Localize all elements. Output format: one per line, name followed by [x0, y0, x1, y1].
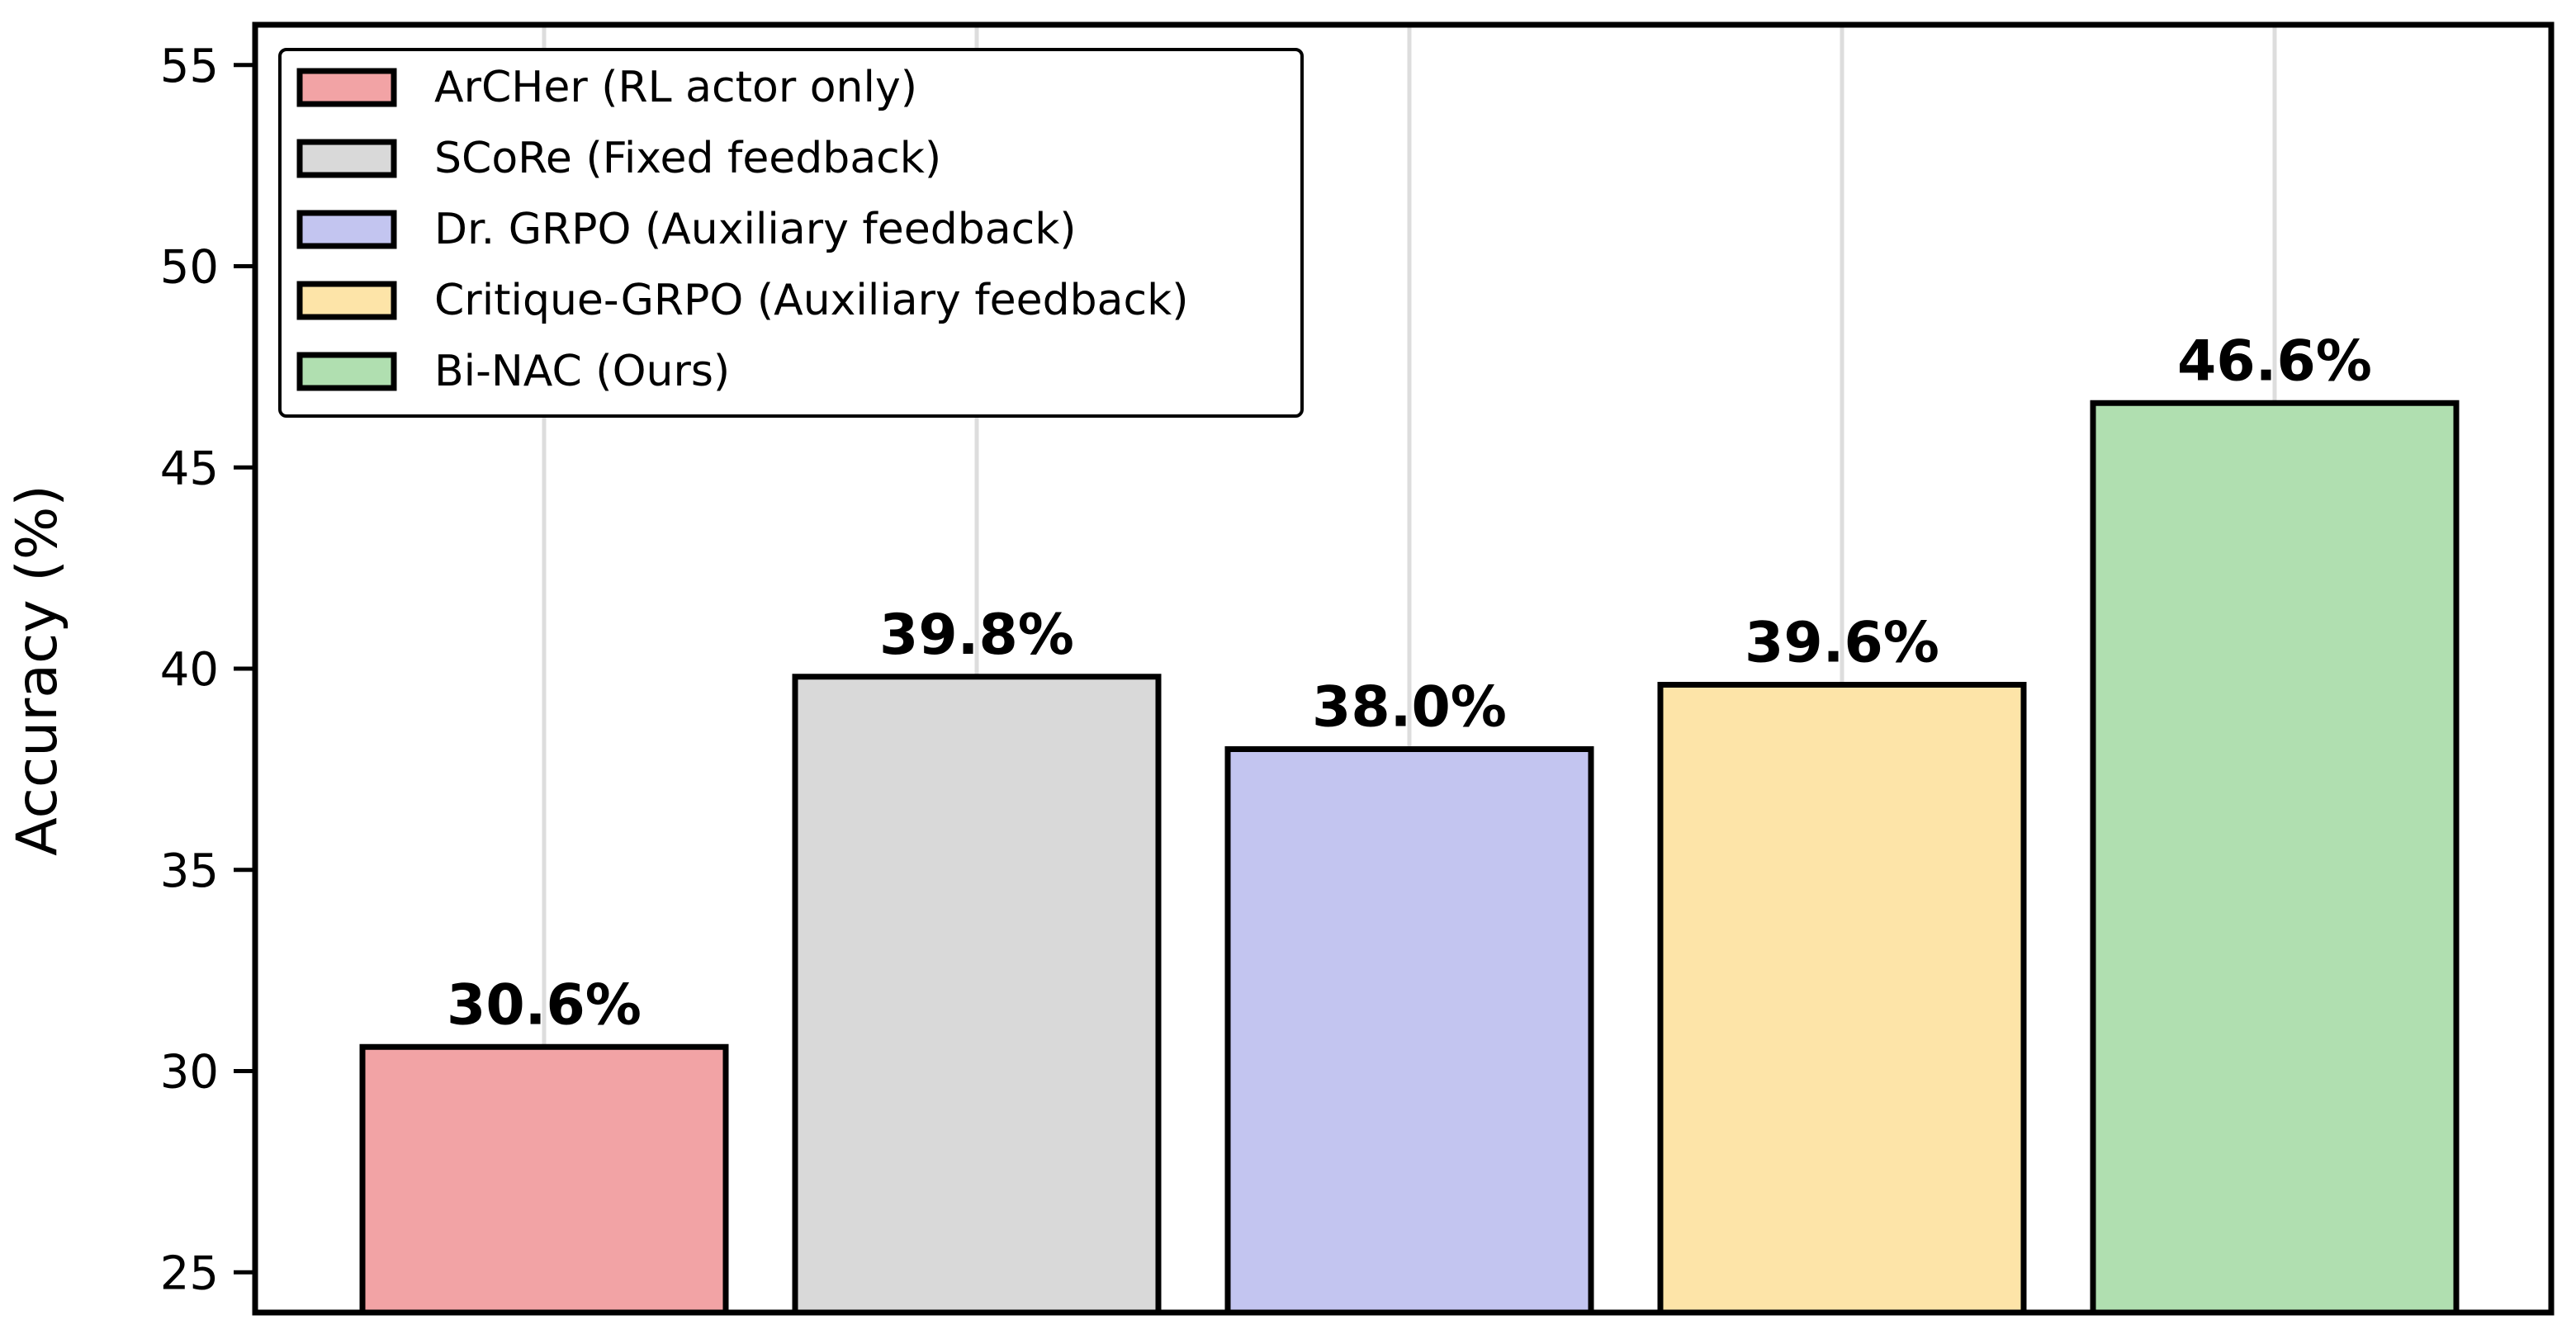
y-tick-label-35: 35: [160, 844, 219, 898]
legend-label-3: Dr. GRPO (Auxiliary feedback): [434, 205, 1077, 254]
y-tick-label-55: 55: [160, 40, 219, 93]
legend-swatch-5: [296, 352, 397, 391]
plot-border: [252, 21, 2555, 1316]
bar-4: [1657, 682, 2027, 1316]
bar-value-label-4: 39.6%: [1745, 611, 1939, 676]
legend-label-1: ArCHer (RL actor only): [434, 63, 917, 112]
y-axis-label: Accuracy (%): [5, 485, 70, 856]
bar-1: [359, 1043, 729, 1316]
bar-5: [2090, 400, 2460, 1316]
plot-frame: [252, 21, 2555, 1316]
legend-swatch-3: [296, 210, 397, 249]
y-tick-label-50: 50: [160, 241, 219, 295]
legend-swatch-1: [296, 68, 397, 107]
legend-box: [278, 48, 1304, 418]
y-tick-label-30: 30: [160, 1046, 219, 1100]
bar-value-label-2: 39.8%: [879, 603, 1074, 668]
legend-swatch-2: [296, 139, 397, 178]
y-tick-label-25: 25: [160, 1246, 219, 1300]
legend-label-5: Bi-NAC (Ours): [434, 347, 730, 396]
legend-label-4: Critique-GRPO (Auxiliary feedback): [434, 276, 1188, 325]
bars: [359, 400, 2460, 1316]
y-tick-label-45: 45: [160, 442, 219, 495]
bar-3: [1224, 746, 1594, 1316]
bar-value-label-5: 46.6%: [2177, 329, 2372, 394]
y-axis: 25 30 35 40 45 50 55: [160, 40, 255, 1300]
y-tick-label-40: 40: [160, 643, 219, 697]
bar-value-label-3: 38.0%: [1312, 675, 1507, 740]
legend-swatch-4: [296, 281, 397, 320]
legend: ArCHer (RL actor only) SCoRe (Fixed feedb…: [278, 48, 1304, 418]
legend-label-2: SCoRe (Fixed feedback): [434, 134, 941, 183]
bar-value-label-1: 30.6%: [447, 972, 642, 1038]
bar-2: [792, 674, 1162, 1316]
bar-value-labels: 30.6% 39.8% 38.0% 39.6% 46.6%: [447, 329, 2372, 1038]
